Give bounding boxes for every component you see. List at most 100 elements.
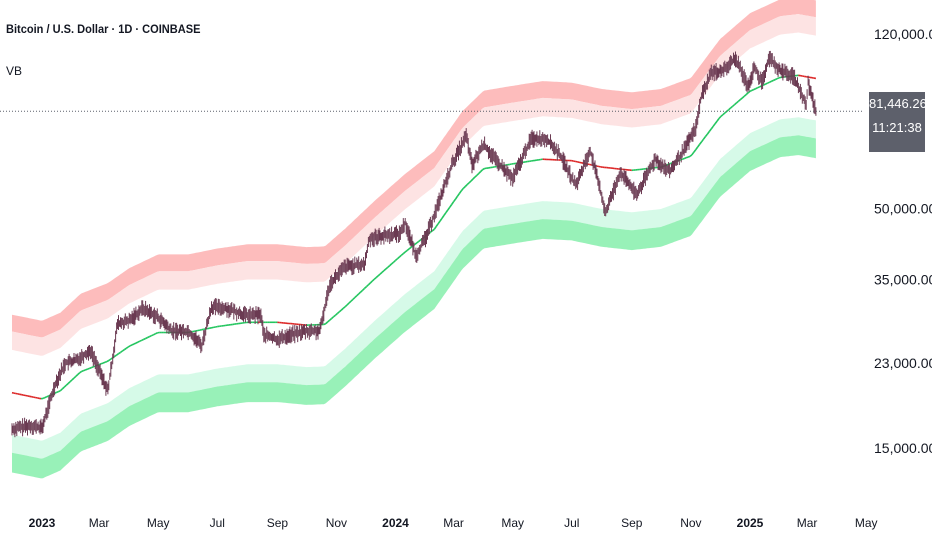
basis-line-segment: [153, 334, 155, 335]
x-tick-label: Sep: [621, 516, 643, 530]
basis-line-segment: [70, 380, 72, 382]
basis-line-segment: [769, 81, 771, 82]
basis-line-segment: [47, 396, 49, 397]
basis-line-segment: [731, 106, 733, 108]
basis-line-segment: [64, 385, 66, 387]
basis-line-segment: [115, 355, 117, 356]
basis-line-segment: [399, 255, 401, 257]
basis-line-segment: [465, 185, 467, 187]
basis-line-segment: [337, 312, 339, 314]
basis-line-segment: [463, 187, 465, 189]
basis-line-segment: [90, 368, 92, 369]
basis-line-segment: [407, 249, 409, 251]
x-tick-label: Mar: [89, 516, 110, 530]
basis-line-segment: [578, 162, 580, 163]
basis-line-segment: [434, 227, 436, 230]
basis-line-segment: [477, 173, 479, 175]
y-tick-label: 15,000.00: [874, 440, 932, 456]
basis-line-segment: [469, 181, 471, 183]
basis-line-segment: [361, 290, 363, 292]
y-tick-label: 50,000.00: [874, 200, 932, 216]
basis-line-segment: [766, 83, 768, 84]
basis-line-segment: [403, 252, 405, 254]
basis-line-segment: [419, 240, 421, 242]
basis-line-segment: [750, 90, 752, 91]
indicator-label[interactable]: VB: [6, 64, 22, 78]
basis-line-segment: [138, 341, 140, 342]
y-tick-label: 35,000.00: [874, 271, 932, 287]
basis-line-segment: [719, 116, 721, 118]
basis-line-segment: [341, 308, 343, 310]
basis-line-segment: [479, 172, 481, 174]
basis-line-segment: [746, 93, 748, 95]
x-tick-label: 2025: [737, 516, 764, 530]
basis-line-segment: [432, 229, 434, 231]
basis-line-segment: [717, 119, 719, 122]
basis-line-segment: [702, 139, 704, 142]
x-tick-label: May: [501, 516, 524, 530]
basis-line-segment: [91, 367, 93, 368]
basis-line-segment: [417, 241, 419, 243]
basis-line-segment: [380, 272, 382, 274]
basis-line-segment: [57, 392, 59, 393]
basis-line-segment: [60, 389, 62, 391]
basis-line-segment: [483, 169, 485, 170]
x-tick-label: Jul: [210, 516, 225, 530]
basis-line-segment: [752, 90, 754, 91]
basis-line-segment: [700, 142, 702, 145]
basis-line-segment: [448, 207, 450, 210]
basis-line-segment: [744, 95, 746, 97]
x-tick-label: Jul: [564, 516, 579, 530]
x-tick-label: 2024: [382, 516, 409, 530]
basis-line-segment: [415, 243, 417, 245]
basis-line-segment: [390, 264, 392, 266]
basis-line-segment: [409, 247, 411, 249]
basis-line-segment: [78, 373, 80, 375]
basis-line-segment: [758, 87, 760, 88]
x-tick-label: 2023: [29, 516, 56, 530]
basis-line-segment: [454, 199, 456, 202]
basis-line-segment: [771, 81, 773, 82]
y-tick-label: 120,000.00: [874, 26, 932, 42]
basis-line-segment: [392, 262, 394, 264]
basis-line-segment: [359, 292, 361, 294]
basis-line-segment: [376, 276, 378, 278]
basis-line-segment: [456, 196, 458, 199]
basis-line-segment: [444, 213, 446, 216]
basis-line-segment: [148, 337, 150, 338]
basis-line-segment: [151, 335, 153, 336]
basis-line-segment: [355, 296, 357, 298]
basis-line-segment: [80, 371, 82, 372]
basis-line-segment: [686, 157, 688, 158]
basis-line-segment: [132, 344, 134, 345]
basis-line-segment: [440, 218, 442, 221]
basis-line-segment: [729, 108, 731, 110]
basis-line-segment: [775, 79, 777, 80]
basis-line-segment: [370, 281, 372, 283]
basis-line-segment: [458, 194, 460, 197]
basis-line-segment: [688, 156, 690, 157]
basis-line-segment: [72, 378, 74, 380]
basis-line-segment: [438, 221, 440, 224]
basis-line-segment: [66, 384, 68, 386]
basis-line-segment: [777, 78, 779, 79]
basis-line-segment: [343, 307, 345, 309]
basis-line-segment: [382, 271, 384, 273]
basis-line-segment: [324, 324, 326, 325]
symbol-title[interactable]: Bitcoin / U.S. Dollar · 1D · COINBASE: [6, 22, 200, 36]
basis-line-segment: [682, 159, 684, 160]
basis-line-segment: [696, 147, 698, 150]
basis-line-segment: [339, 310, 341, 312]
basis-line-segment: [62, 387, 64, 389]
current-price-badge: 81,446.26 11:21:38: [869, 92, 925, 152]
basis-line-segment: [59, 391, 61, 392]
y-tick-label: 23,000.00: [874, 355, 932, 371]
basis-line-segment: [394, 260, 396, 262]
basis-line-segment: [330, 319, 332, 321]
basis-line-segment: [723, 113, 725, 115]
basis-line-segment: [332, 317, 334, 319]
basis-line-segment: [471, 179, 473, 181]
basis-line-segment: [124, 348, 126, 349]
